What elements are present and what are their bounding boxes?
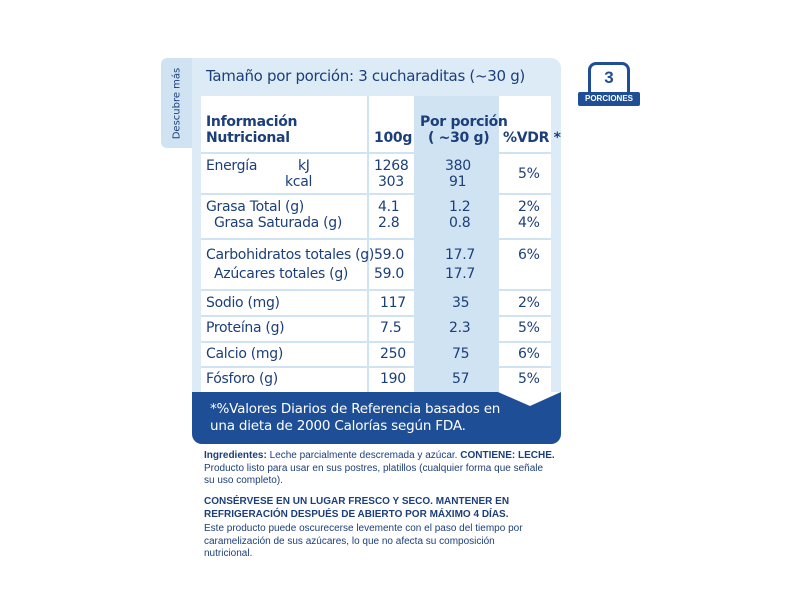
row-sodium-100g: 117 [380,295,406,311]
row-phosphorus-vdr: 5% [518,371,540,387]
row-sodium-vdr: 2% [518,295,540,311]
row-sodium-serving: 35 [452,295,470,311]
portions-badge: 3 PORCIONES [578,62,640,110]
header-100g: 100g [374,130,413,146]
row-energy-vdr: 5% [518,166,540,182]
row-fat-name: Grasa Total (g) [206,199,304,215]
row-energy-name: Energía [206,158,258,174]
footnote-notch [498,392,561,406]
contains-label: CONTIENE: LECHE. [460,450,555,461]
row-protein-serving: 2.3 [449,320,471,336]
row-protein-name: Proteína (g) [206,320,285,336]
note-text: Este producto puede oscurecerse levement… [204,523,523,559]
row-protein-vdr: 5% [518,320,540,336]
row-fat-100g: 4.1 [378,199,400,215]
row-divider [201,315,551,317]
row-energy-unit-kj: kJ [298,158,310,174]
row-calcium-vdr: 6% [518,346,540,362]
row-energy-serving-kj: 380 [445,158,471,174]
row-satfat-serving: 0.8 [449,215,471,231]
footnote-line1: *%Valores Diarios de Referencia basados … [210,401,501,417]
row-calcium-serving: 75 [452,346,470,362]
ingredients-text: Leche parcialmente descremada y azúcar. [266,450,461,461]
row-calcium-name: Calcio (mg) [206,346,283,362]
side-tab-descubre-mas[interactable]: Descubre más [161,58,193,148]
row-phosphorus-100g: 190 [380,371,406,387]
side-tab-label: Descubre más [171,67,183,139]
row-carbs-vdr: 6% [518,247,540,263]
per-serving-column-band [414,96,498,396]
row-calcium-100g: 250 [380,346,406,362]
usage-text: Producto listo para usar en sus postres,… [204,462,544,487]
header-info-line2: Nutricional [206,130,290,146]
header-per-serving-line1: Por porción [420,114,508,130]
portions-label: PORCIONES [578,92,640,106]
row-divider [201,152,551,154]
row-protein-100g: 7.5 [380,320,402,336]
row-energy-100g-kcal: 303 [378,174,404,190]
row-sugars-name: Azúcares totales (g) [214,266,349,282]
row-phosphorus-name: Fósforo (g) [206,371,278,387]
column-divider [414,96,416,396]
row-phosphorus-serving: 57 [452,371,470,387]
row-sugars-100g: 59.0 [374,266,404,282]
row-divider [201,341,551,343]
header-vdr: %VDR * [503,130,561,146]
row-energy-100g-kj: 1268 [374,158,409,174]
row-carbs-100g: 59.0 [374,247,404,263]
column-divider [367,96,369,396]
header-info-line1: Información [206,114,298,130]
row-divider [201,289,551,291]
footnote-text: *%Valores Diarios de Referencia basados … [210,401,510,435]
footnote-line2: una dieta de 2000 Calorías según FDA. [210,418,466,434]
row-energy-serving-kcal: 91 [449,174,467,190]
row-fat-vdr: 2% [518,199,540,215]
ingredients-block: Ingredientes: Leche parcialmente descrem… [204,450,564,488]
row-satfat-name: Grasa Saturada (g) [214,215,342,231]
row-sodium-name: Sodio (mg) [206,295,280,311]
header-per-serving-line2: ( ~30 g) [428,130,490,146]
row-carbs-name: Carbohidratos totales (g) [206,247,375,263]
row-satfat-vdr: 4% [518,215,540,231]
row-sugars-serving: 17.7 [445,266,475,282]
column-divider [497,96,499,396]
row-divider [201,238,551,240]
row-fat-serving: 1.2 [449,199,471,215]
serving-size: Tamaño por porción: 3 cucharaditas (~30 … [206,67,525,85]
storage-line1: CONSÉRVESE EN UN LUGAR FRESCO Y SECO. MA… [204,496,510,507]
row-carbs-serving: 17.7 [445,247,475,263]
storage-block: CONSÉRVESE EN UN LUGAR FRESCO Y SECO. MA… [204,496,564,521]
row-energy-unit-kcal: kcal [285,174,313,190]
storage-line2: REFRIGERACIÓN DESPUÉS DE ABIERTO POR MÁX… [204,508,509,520]
row-divider [201,366,551,368]
ingredients-label: Ingredientes: [204,450,267,461]
row-satfat-100g: 2.8 [378,215,400,231]
row-divider [201,193,551,195]
